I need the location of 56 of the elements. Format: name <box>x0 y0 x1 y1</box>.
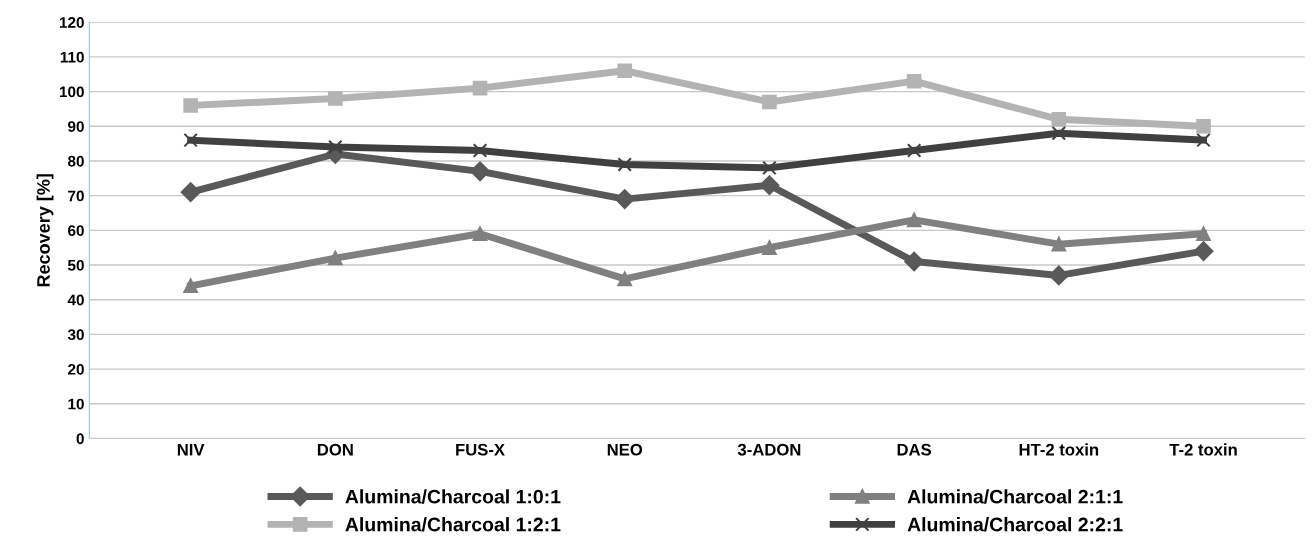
point <box>904 251 924 272</box>
point <box>472 80 488 96</box>
point <box>1196 226 1211 242</box>
y-tick-label: 100 <box>59 86 84 98</box>
x-tick-label: FUS-X <box>456 443 505 456</box>
point <box>328 250 343 266</box>
y-tick-label: 120 <box>59 17 84 28</box>
point <box>183 278 198 294</box>
legend-label: Alumina/Charcoal 2:2:1 <box>907 517 1123 532</box>
y-tick-label: 60 <box>68 225 84 237</box>
x-tick-label: DAS <box>897 443 932 456</box>
point <box>472 143 488 158</box>
point <box>617 271 633 287</box>
y-axis-title: Recovery [%] <box>36 174 54 287</box>
point <box>1196 118 1211 134</box>
y-tick-label: 10 <box>68 398 84 410</box>
point <box>1051 236 1067 252</box>
point <box>762 94 777 110</box>
x-tick-label: NEO <box>607 443 643 456</box>
point <box>1193 241 1214 262</box>
point <box>614 189 635 209</box>
legend-label: Alumina/Charcoal 2:1:1 <box>907 489 1123 504</box>
point <box>617 157 633 172</box>
point <box>328 91 343 106</box>
x-tick-label: HT-2 toxin <box>1019 443 1099 456</box>
legend-label: Alumina/Charcoal 1:0:1 <box>345 489 561 504</box>
point <box>472 226 488 242</box>
y-tick-label: 90 <box>68 121 84 132</box>
y-tick-label: 110 <box>60 51 84 63</box>
x-tick-label: DON <box>317 443 353 456</box>
point <box>617 63 633 79</box>
y-tick-label: 50 <box>67 259 84 271</box>
y-tick-label: 80 <box>67 155 84 167</box>
point <box>1051 125 1067 141</box>
point <box>762 160 777 176</box>
point <box>759 175 780 196</box>
point <box>762 240 777 255</box>
x-tick-label: 3-ADON <box>737 443 801 456</box>
point <box>1051 112 1067 127</box>
point <box>906 212 922 228</box>
y-tick-label: 30 <box>67 329 84 341</box>
point <box>1048 265 1069 286</box>
x-tick-label: T-2 toxin <box>1169 443 1237 456</box>
y-tick-label: 70 <box>68 190 84 202</box>
point <box>1196 132 1211 148</box>
x-tick-label: NIV <box>177 443 205 456</box>
y-tick-label: 40 <box>67 294 84 306</box>
legend-label: Alumina/Charcoal 1:2:1 <box>345 517 561 532</box>
y-tick-label: 20 <box>68 363 84 375</box>
point <box>906 73 922 89</box>
point <box>180 182 201 203</box>
y-tick-label: 0 <box>76 433 84 445</box>
point <box>183 98 198 113</box>
point <box>906 143 922 158</box>
point <box>470 161 490 182</box>
point <box>183 132 198 148</box>
